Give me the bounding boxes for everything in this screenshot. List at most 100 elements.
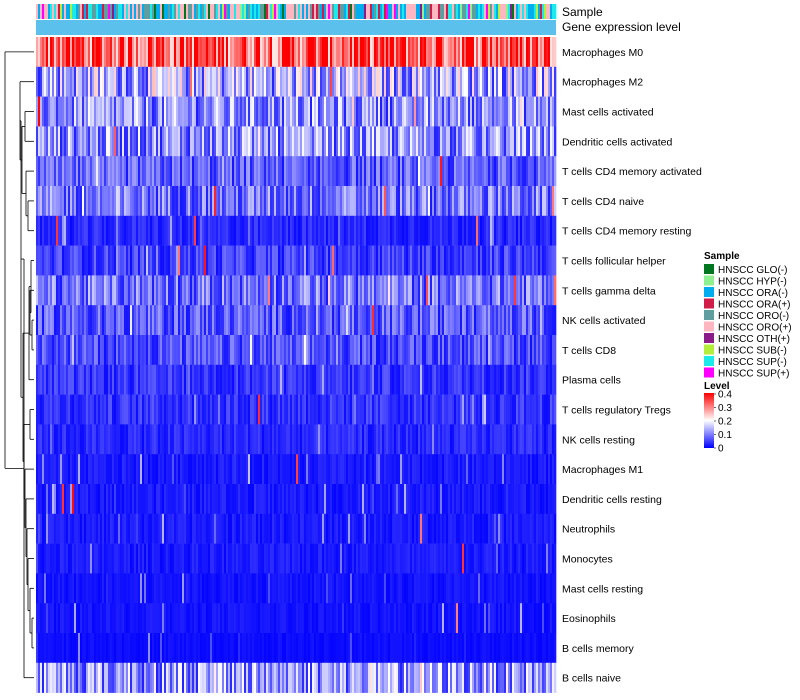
heatmap-cell [202,156,205,187]
heatmap-cell [476,245,479,276]
heatmap-cell [50,96,53,127]
heatmap-cell [498,484,501,515]
heatmap-cell [456,484,459,515]
heatmap-cell [248,275,251,306]
heatmap-cell [532,275,535,306]
heatmap-cell [164,215,167,246]
heatmap-cell [438,156,441,187]
heatmap-cell [148,454,151,485]
heatmap-cell [194,37,197,68]
heatmap-cell [182,37,185,68]
heatmap-cell [312,275,315,306]
heatmap-cell [210,37,213,68]
heatmap-cell [220,513,223,544]
heatmap-cell [378,126,381,157]
heatmap-cell [282,364,285,395]
heatmap-cell [150,513,153,544]
heatmap-cell [372,66,375,97]
heatmap-cell [168,275,171,306]
heatmap-cell [248,424,251,455]
heatmap-cell [546,126,549,157]
heatmap-cell [148,424,151,455]
heatmap-cell [458,543,461,574]
heatmap-cell [522,156,525,187]
heatmap-cell [154,275,157,306]
heatmap-cell [110,513,113,544]
heatmap-cell [420,215,423,246]
heatmap-cell [306,275,309,306]
heatmap-cell [170,424,173,455]
heatmap-cell [342,215,345,246]
heatmap-cell [490,186,493,217]
sample-cell [70,4,73,19]
heatmap-cell [370,96,373,127]
heatmap-cell [258,335,261,366]
heatmap-cell [296,96,299,127]
heatmap-cell [112,156,115,187]
heatmap-cell [48,454,51,485]
heatmap-cell [532,96,535,127]
heatmap-cell [82,305,85,336]
heatmap-cell [550,305,553,336]
heatmap-cell [174,484,177,515]
heatmap-cell [150,156,153,187]
heatmap-cell [240,96,243,127]
sample-cell [360,4,363,19]
heatmap-cell [504,245,507,276]
heatmap-cell [198,186,201,217]
heatmap-cell [360,305,363,336]
heatmap-cell [366,424,369,455]
heatmap-cell [156,484,159,515]
heatmap-cell [86,96,89,127]
heatmap-cell [120,245,123,276]
heatmap-cell [46,156,49,187]
heatmap-cell [446,394,449,425]
heatmap-cell [460,484,463,515]
heatmap-cell [436,186,439,217]
heatmap-cell [530,513,533,544]
heatmap-cell [444,513,447,544]
heatmap-cell [96,156,99,187]
heatmap-cell [350,543,353,574]
heatmap-cell [156,126,159,157]
heatmap-cell [386,126,389,157]
heatmap-cell [436,394,439,425]
heatmap-cell [42,186,45,217]
heatmap-cell [176,424,179,455]
heatmap-cell [62,186,65,217]
heatmap-cell [488,275,491,306]
heatmap-cell [554,66,557,97]
heatmap-cell [554,305,557,336]
heatmap-cell [350,335,353,366]
heatmap-cell [410,543,413,574]
heatmap-cell [188,335,191,366]
heatmap-cell [326,513,329,544]
sample-cell [264,4,267,19]
heatmap-cell [192,37,195,68]
heatmap-cell [252,245,255,276]
heatmap-cell [44,394,47,425]
heatmap-cell [186,245,189,276]
heatmap-cell [334,424,337,455]
heatmap-cell [440,484,443,515]
heatmap-cell [302,96,305,127]
heatmap-cell [516,424,519,455]
heatmap-cell [318,484,321,515]
heatmap-cell [494,126,497,157]
heatmap-cell [100,305,103,336]
heatmap-cell [304,275,307,306]
heatmap-cell [74,275,77,306]
heatmap-cell [160,215,163,246]
heatmap-cell [120,96,123,127]
heatmap-cell [482,126,485,157]
heatmap-cell [238,335,241,366]
heatmap-cell [450,275,453,306]
heatmap-cell [536,454,539,485]
heatmap-cell [392,96,395,127]
heatmap-cell [122,66,125,97]
heatmap-cell [106,186,109,217]
heatmap-cell [500,186,503,217]
heatmap-cell [458,424,461,455]
heatmap-cell [288,275,291,306]
heatmap-cell [218,215,221,246]
